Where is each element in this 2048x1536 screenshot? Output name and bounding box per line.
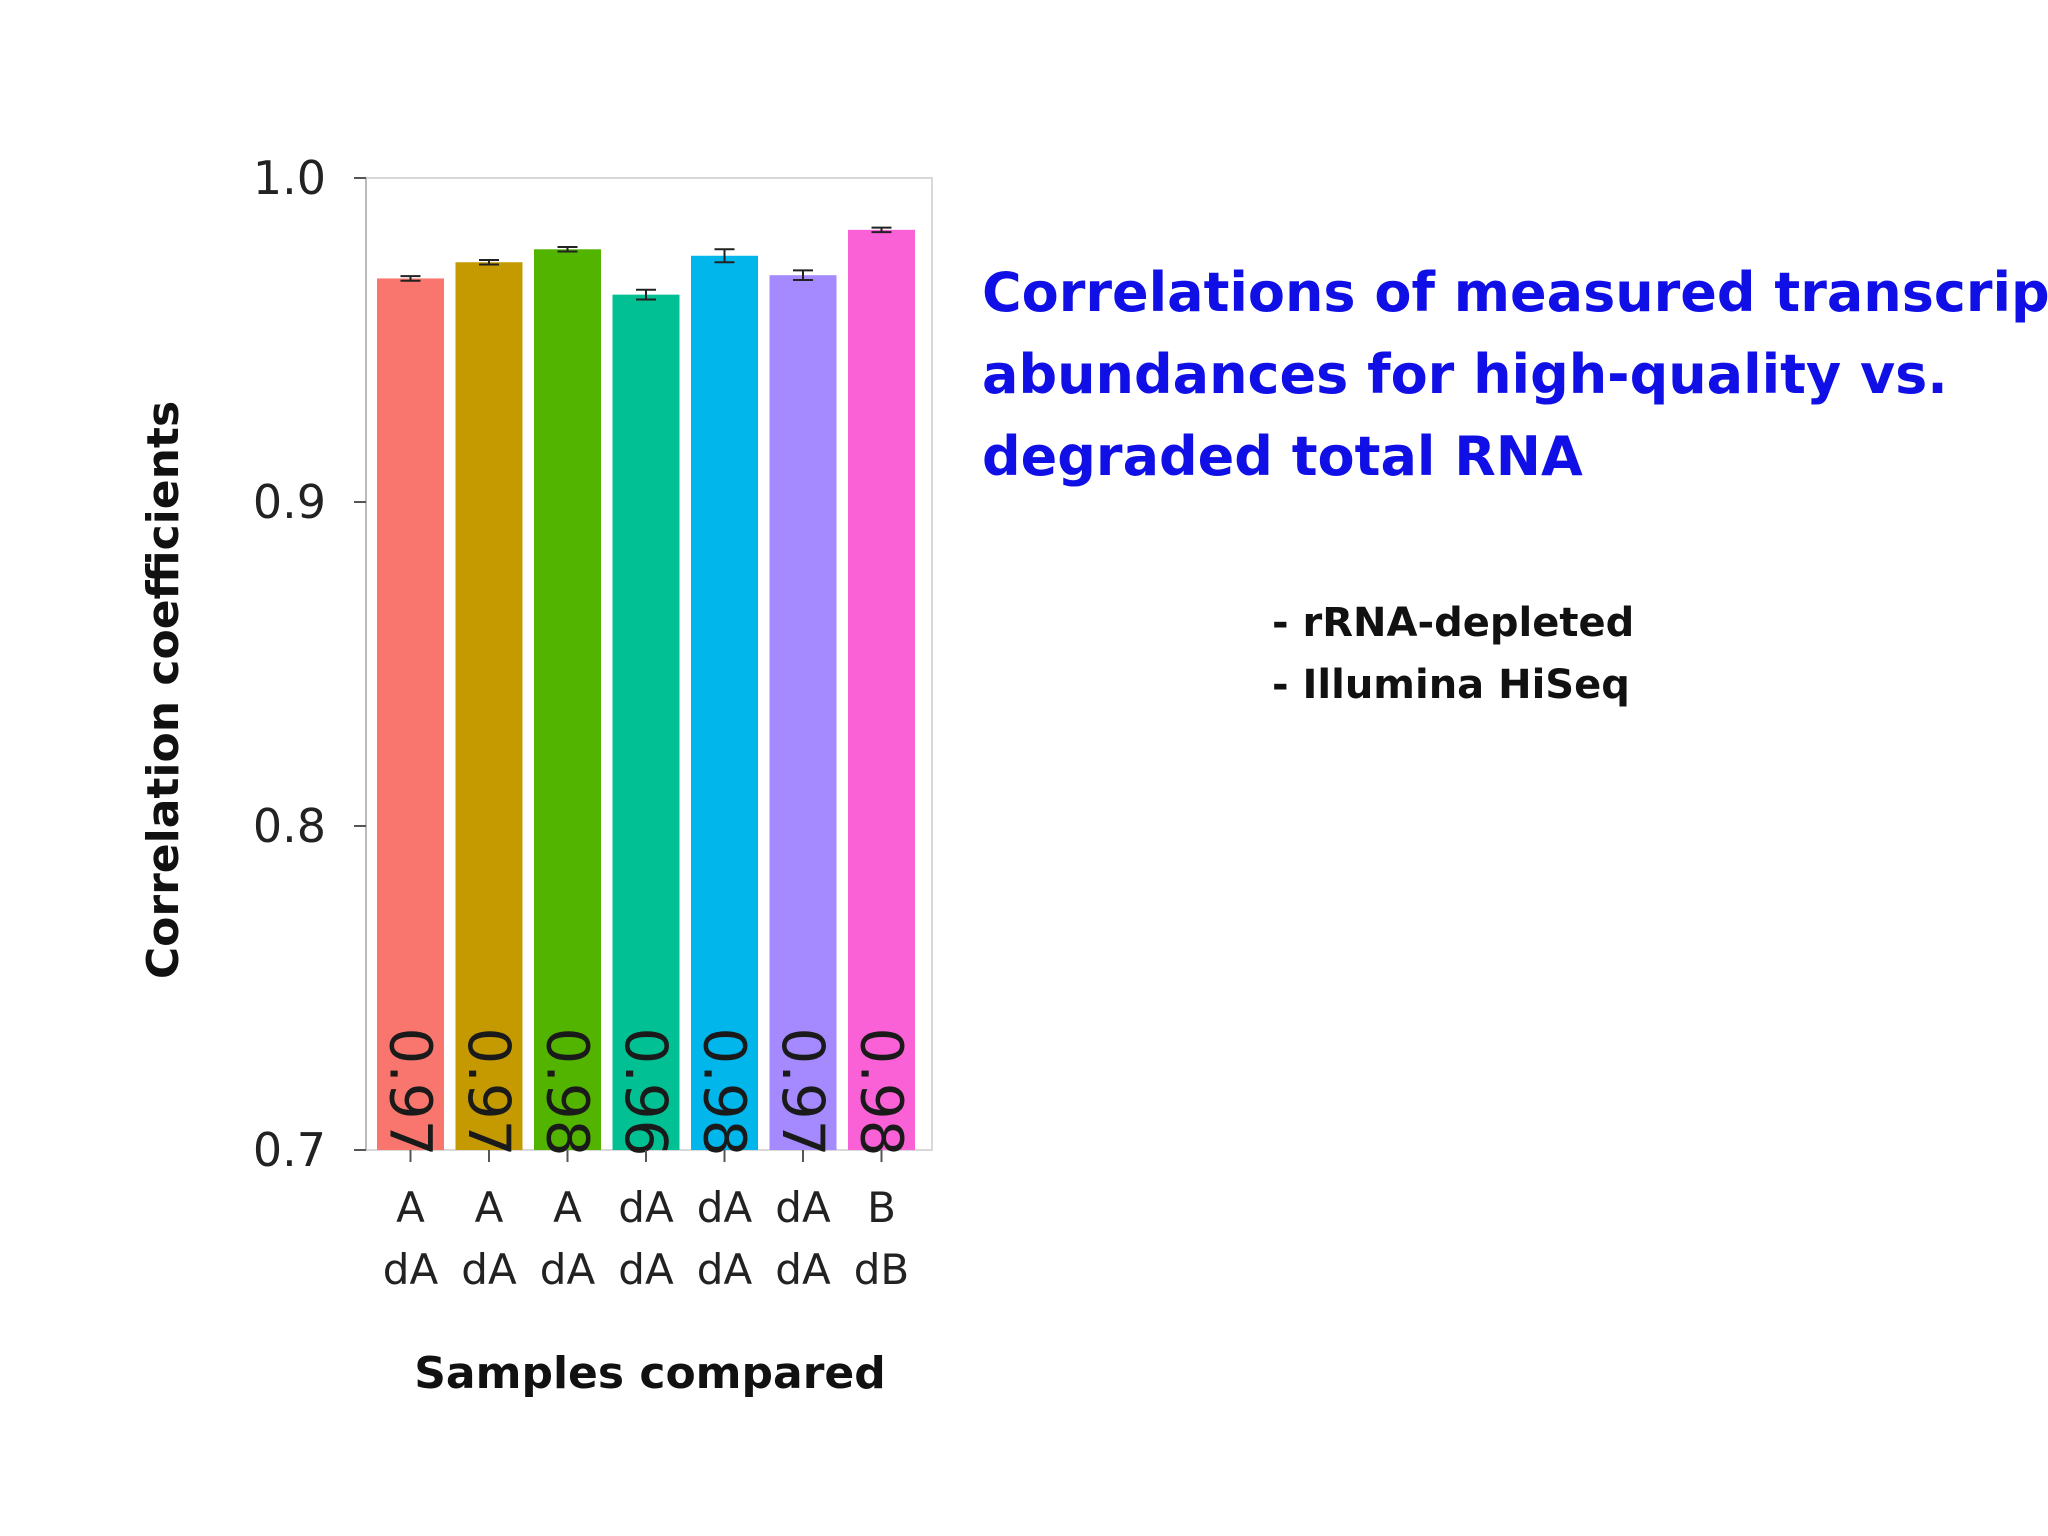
bars (377, 229, 915, 1151)
slide-title: Correlations of measured transcript abun… (982, 252, 2048, 498)
y-axis-title: Correlation coefficients (138, 401, 189, 979)
bar (848, 229, 915, 1151)
bar (612, 294, 680, 1150)
data-label: 0.98 (534, 1027, 602, 1156)
bar (377, 278, 444, 1150)
y-tick-label: 0.7 (253, 1123, 326, 1177)
data-label: 0.98 (691, 1027, 759, 1156)
data-label: 0.98 (848, 1027, 916, 1156)
x-axis-title: Samples compared (414, 1348, 886, 1399)
data-label: 0.96 (612, 1027, 680, 1156)
x-tick-label: dA (775, 1183, 831, 1232)
x-tick-label: dA (461, 1245, 517, 1294)
x-tick-label: A (553, 1183, 582, 1232)
bar (769, 275, 837, 1150)
x-tick-label: dA (697, 1183, 753, 1232)
slide-title-line: degraded total RNA (982, 425, 1583, 488)
data-label: 0.97 (377, 1027, 445, 1156)
bar (691, 255, 758, 1150)
x-tick-label: A (475, 1183, 504, 1232)
slide-title-line: Correlations of measured transcript (982, 261, 2048, 324)
y-tick-label: 0.9 (253, 475, 326, 529)
bar (455, 262, 523, 1150)
x-tick-label: dA (618, 1245, 674, 1294)
note-item: - Illumina HiSeq (1272, 662, 1630, 708)
note-item: - rRNA-depleted (1272, 600, 1635, 646)
y-axis: 0.7 0.8 0.9 1.0 (253, 151, 367, 1177)
x-tick-label: dA (775, 1245, 831, 1294)
y-tick-label: 0.8 (253, 799, 326, 853)
x-tick-label: dA (618, 1183, 674, 1232)
x-tick-label: dA (540, 1245, 596, 1294)
data-labels: 0.97 0.97 0.98 0.96 0.98 0.97 0.98 (377, 1027, 916, 1156)
x-axis: AdA AdA AdA dA dA dA dA dA dA BdB (383, 1150, 909, 1294)
error-bars (400, 226, 892, 301)
x-tick-label: dA (383, 1245, 439, 1294)
x-tick-label: A (396, 1183, 425, 1232)
data-label: 0.97 (769, 1027, 837, 1156)
notes-list: - rRNA-depleted - Illumina HiSeq (1272, 592, 1634, 716)
y-tick-label: 1.0 (253, 151, 326, 205)
bar (534, 249, 601, 1150)
data-label: 0.97 (455, 1027, 523, 1156)
x-tick-label: B (867, 1183, 896, 1232)
x-tick-label: dB (854, 1245, 909, 1294)
slide-title-line: abundances for high-quality vs. (982, 343, 1948, 406)
x-tick-label: dA (697, 1245, 753, 1294)
